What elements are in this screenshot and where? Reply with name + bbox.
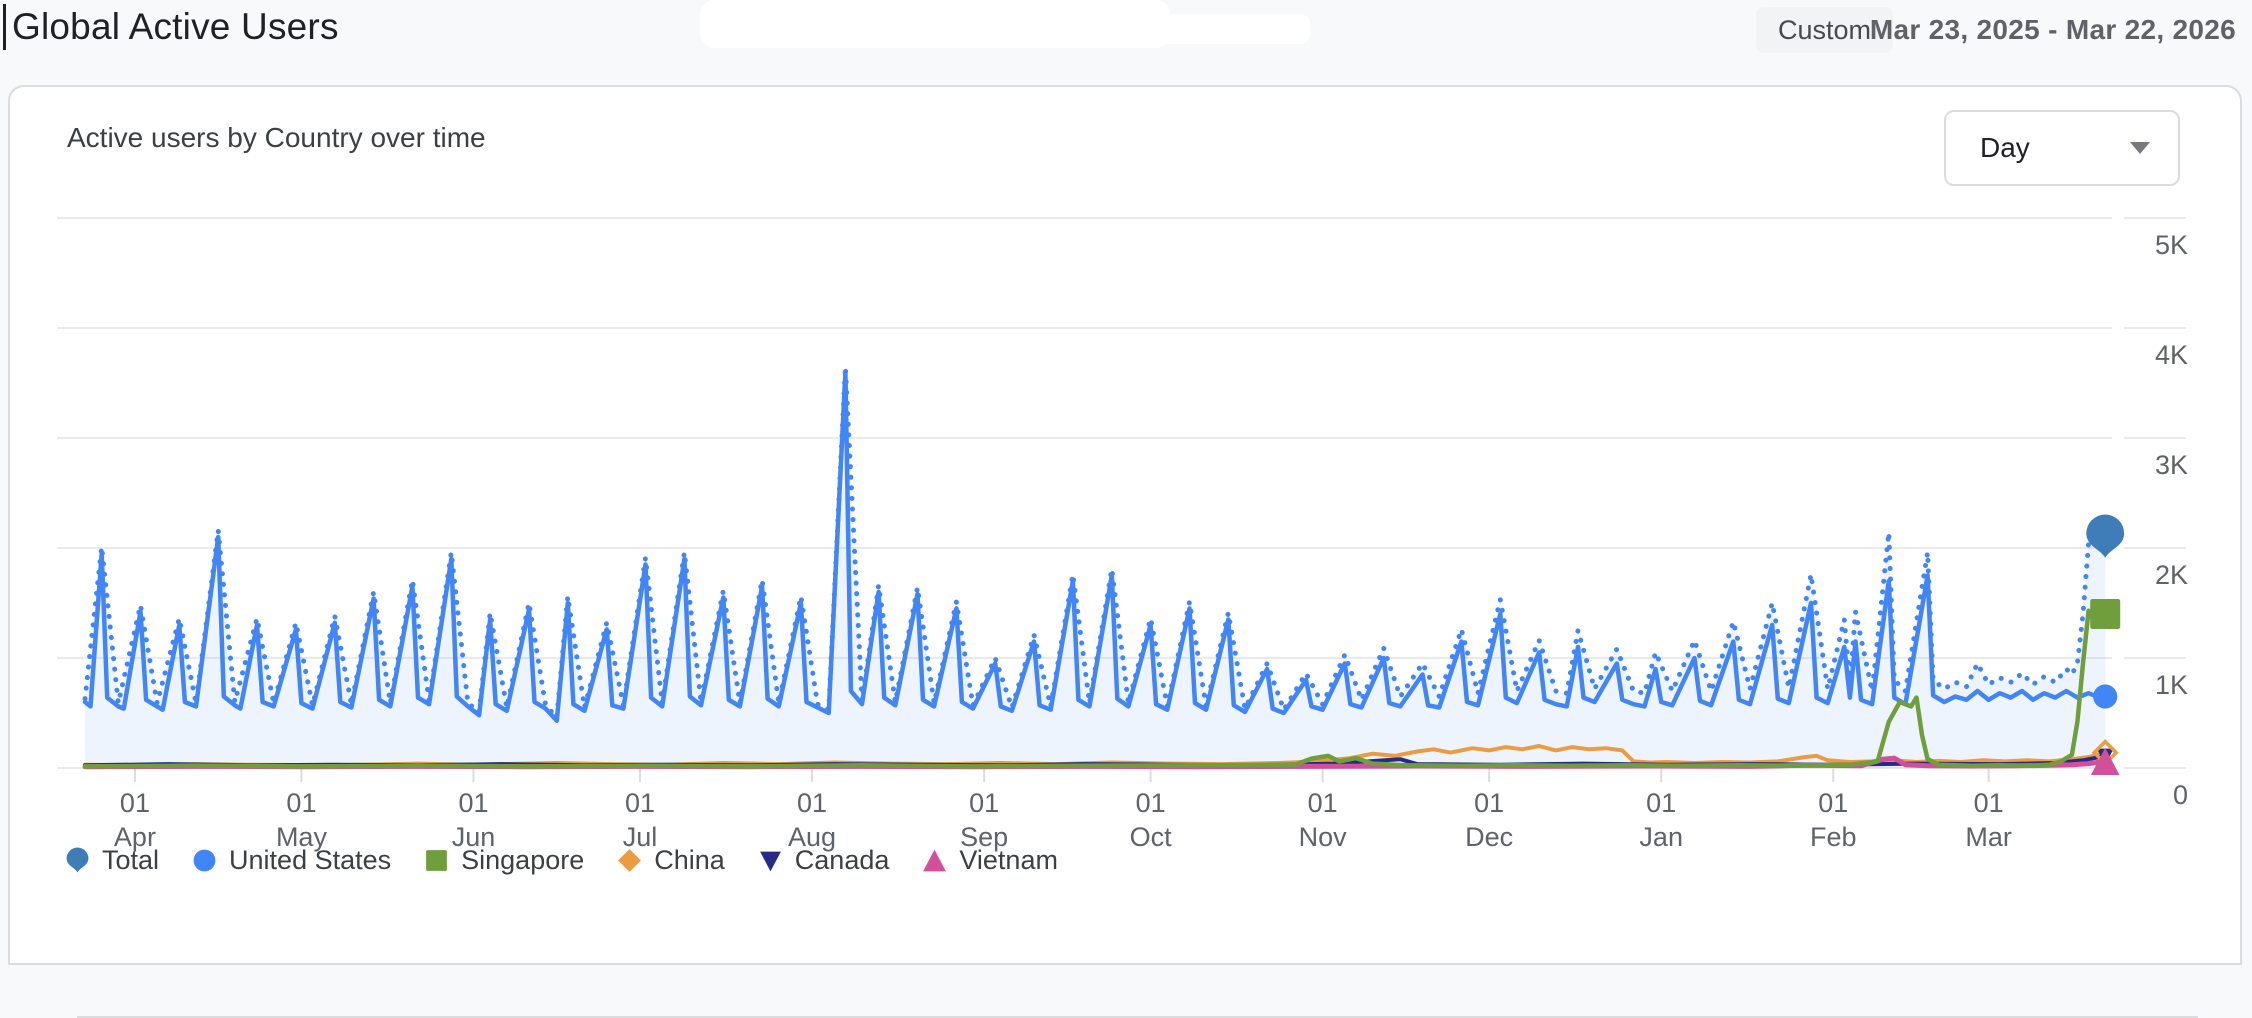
legend-label: Total: [102, 845, 160, 875]
diamond-marker-icon: [618, 849, 642, 872]
chart-card: [8, 85, 2242, 1018]
legend-item-singapore[interactable]: Singapore: [423, 845, 584, 876]
shell-marker-icon: [66, 847, 89, 873]
chart-legend: Total United States Singapore China Canada Vi…: [64, 845, 1058, 876]
legend-item-canada[interactable]: Canada: [757, 845, 890, 876]
page-title: Global Active Users: [12, 6, 339, 47]
legend-label: Vietnam: [959, 845, 1058, 875]
legend-label: Canada: [794, 845, 890, 875]
granularity-dropdown[interactable]: Day: [1944, 110, 2180, 186]
triangle-up-marker-icon: [923, 849, 947, 872]
legend-item-total[interactable]: Total: [64, 845, 159, 876]
legend-label: Singapore: [461, 845, 585, 875]
chevron-down-icon: [2130, 142, 2150, 154]
legend-label: United States: [229, 845, 392, 875]
legend-item-vietnam[interactable]: Vietnam: [921, 845, 1058, 876]
top-bar: Global Active Users Custom Mar 23, 2025 …: [0, 0, 2252, 85]
legend-item-china[interactable]: China: [616, 845, 725, 876]
text-cursor: [3, 4, 6, 50]
legend-item-united-states[interactable]: United States: [191, 845, 391, 876]
circle-marker-icon: [193, 849, 216, 872]
date-range-type-badge: Custom: [1756, 7, 1894, 53]
date-range[interactable]: Mar 23, 2025 - Mar 22, 2026: [1869, 14, 2236, 45]
square-marker-icon: [426, 850, 448, 871]
legend-label: China: [654, 845, 725, 875]
redaction-overlay: [1050, 14, 1310, 44]
granularity-value: Day: [1980, 132, 2030, 163]
chart-title: Active users by Country over time: [67, 122, 486, 153]
triangle-down-marker-icon: [759, 851, 781, 872]
